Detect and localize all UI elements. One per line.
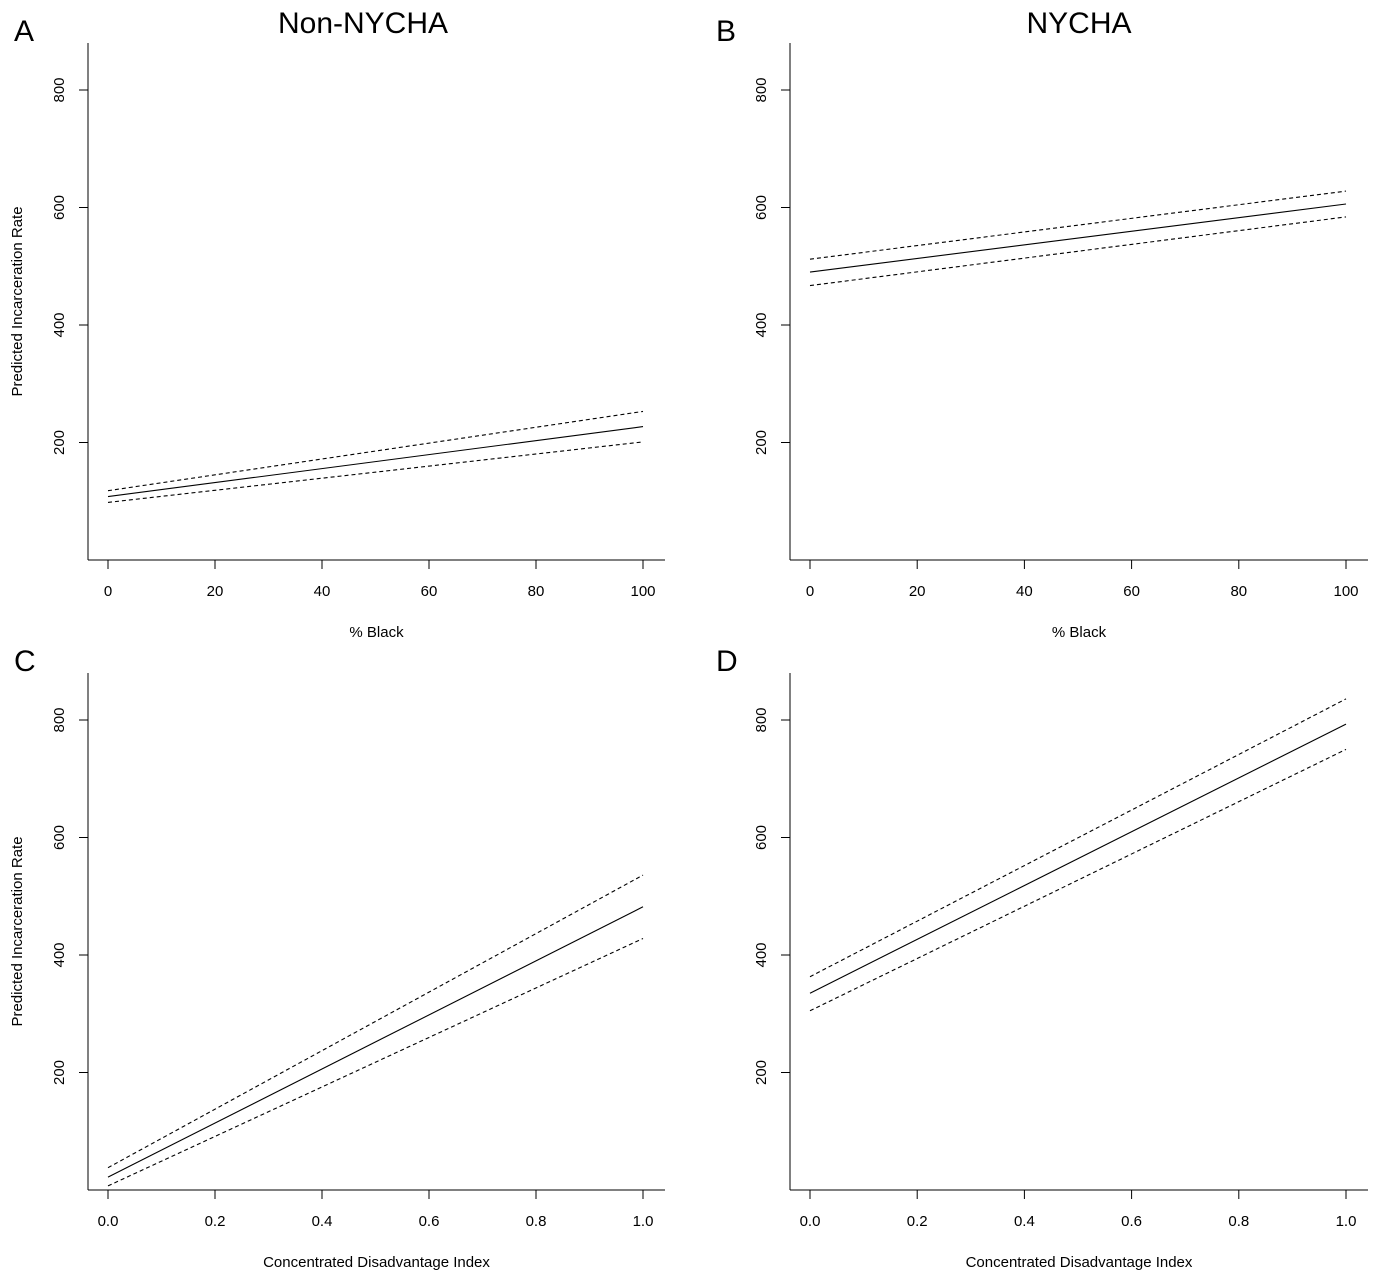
y-tick-label: 600 (51, 825, 68, 850)
x-tick-label: 0.8 (1228, 1213, 1249, 1230)
x-tick-label: 0.0 (800, 1213, 821, 1230)
x-tick-label: 0.4 (312, 1213, 333, 1230)
y-tick-label: 800 (753, 707, 770, 732)
confidence-bound-line (809, 698, 1347, 978)
prediction-line (809, 723, 1347, 994)
x-tick-label: 0 (104, 583, 112, 600)
y-tick-label: 600 (753, 825, 770, 850)
y-axis-title: Predicted Incarceration Rate (9, 206, 26, 396)
x-tick-label: 0 (806, 583, 814, 600)
prediction-line (107, 906, 644, 1178)
confidence-bound-line (809, 190, 1347, 260)
confidence-bound-line (107, 410, 644, 492)
panel-d: D 0.0 0.2 0.4 0.6 0.8 1.0 200 400 600 800 Concentra… (716, 645, 1368, 1271)
column-title-right: NYCHA (1026, 7, 1131, 40)
y-tick-label: 800 (51, 707, 68, 732)
x-tick-label: 1.0 (1336, 1213, 1357, 1230)
panel-letter: A (14, 15, 34, 48)
x-tick-label: 0.2 (907, 1213, 928, 1230)
panel-letter: C (14, 645, 36, 678)
y-tick-label: 400 (51, 312, 68, 337)
x-tick-label: 0.4 (1014, 1213, 1035, 1230)
x-tick-label: 20 (207, 583, 224, 600)
prediction-line (107, 426, 644, 498)
x-tick-label: 60 (421, 583, 438, 600)
panel-c: C 0.0 0.2 0.4 0.6 0.8 1.0 200 400 600 800 Concentra… (9, 645, 665, 1271)
y-tick-label: 200 (753, 1060, 770, 1085)
prediction-line (809, 203, 1347, 273)
y-tick-label: 400 (51, 942, 68, 967)
panel-letter: B (716, 15, 736, 48)
x-tick-label: 100 (630, 583, 655, 600)
y-tick-label: 400 (753, 312, 770, 337)
panel-b: B 0 20 40 60 80 100 200 400 600 800 % Black (716, 15, 1368, 641)
x-tick-label: 100 (1333, 583, 1358, 600)
x-axis-title: Concentrated Disadvantage Index (966, 1254, 1193, 1271)
x-tick-label: 60 (1123, 583, 1140, 600)
x-tick-label: 0.2 (205, 1213, 226, 1230)
y-tick-label: 200 (51, 430, 68, 455)
y-tick-label: 200 (51, 1060, 68, 1085)
x-tick-label: 80 (528, 583, 545, 600)
x-tick-label: 0.0 (98, 1213, 119, 1230)
confidence-bound-line (809, 748, 1347, 1012)
x-tick-label: 20 (909, 583, 926, 600)
panel-a: A 0 20 40 60 80 100 200 400 600 800 % Black Predicte… (9, 15, 665, 641)
x-tick-label: 1.0 (633, 1213, 654, 1230)
panel-letter: D (716, 645, 738, 678)
y-tick-label: 600 (51, 195, 68, 220)
x-tick-label: 40 (1016, 583, 1033, 600)
y-tick-label: 400 (753, 942, 770, 967)
confidence-bound-line (107, 874, 644, 1169)
x-axis-title: % Black (349, 624, 404, 641)
confidence-bound-line (107, 938, 644, 1187)
x-tick-label: 0.6 (419, 1213, 440, 1230)
x-tick-label: 40 (314, 583, 331, 600)
x-tick-label: 0.8 (526, 1213, 547, 1230)
column-title-left: Non-NYCHA (278, 7, 448, 40)
confidence-bound-line (107, 441, 644, 503)
y-axis-title: Predicted Incarceration Rate (9, 836, 26, 1026)
y-tick-label: 800 (753, 77, 770, 102)
x-tick-label: 80 (1230, 583, 1247, 600)
x-axis-title: Concentrated Disadvantage Index (263, 1254, 490, 1271)
y-tick-label: 800 (51, 77, 68, 102)
confidence-bound-line (809, 216, 1347, 287)
y-tick-label: 600 (753, 195, 770, 220)
x-tick-label: 0.6 (1121, 1213, 1142, 1230)
y-tick-label: 200 (753, 430, 770, 455)
x-axis-title: % Black (1052, 624, 1107, 641)
